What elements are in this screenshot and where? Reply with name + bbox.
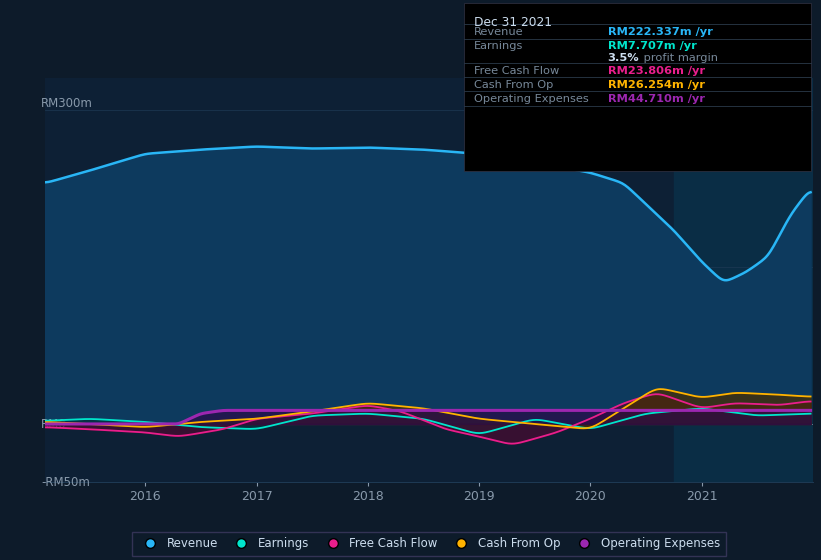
Text: Revenue: Revenue xyxy=(474,27,523,37)
Text: profit margin: profit margin xyxy=(640,53,718,63)
Text: RM23.806m /yr: RM23.806m /yr xyxy=(608,66,704,76)
Text: Cash From Op: Cash From Op xyxy=(474,80,553,90)
Text: RM0: RM0 xyxy=(41,418,67,431)
Text: Earnings: Earnings xyxy=(474,41,523,52)
Text: RM26.254m /yr: RM26.254m /yr xyxy=(608,80,704,90)
Text: RM300m: RM300m xyxy=(41,97,94,110)
Text: Free Cash Flow: Free Cash Flow xyxy=(474,66,559,76)
Legend: Revenue, Earnings, Free Cash Flow, Cash From Op, Operating Expenses: Revenue, Earnings, Free Cash Flow, Cash … xyxy=(132,531,726,556)
Text: RM44.710m /yr: RM44.710m /yr xyxy=(608,94,704,104)
Text: Operating Expenses: Operating Expenses xyxy=(474,94,589,104)
Text: 3.5%: 3.5% xyxy=(608,53,640,63)
Text: -RM50m: -RM50m xyxy=(41,477,90,489)
Text: RM222.337m /yr: RM222.337m /yr xyxy=(608,27,713,37)
Text: RM7.707m /yr: RM7.707m /yr xyxy=(608,41,696,52)
Text: Dec 31 2021: Dec 31 2021 xyxy=(474,16,552,29)
Bar xyxy=(674,78,821,482)
